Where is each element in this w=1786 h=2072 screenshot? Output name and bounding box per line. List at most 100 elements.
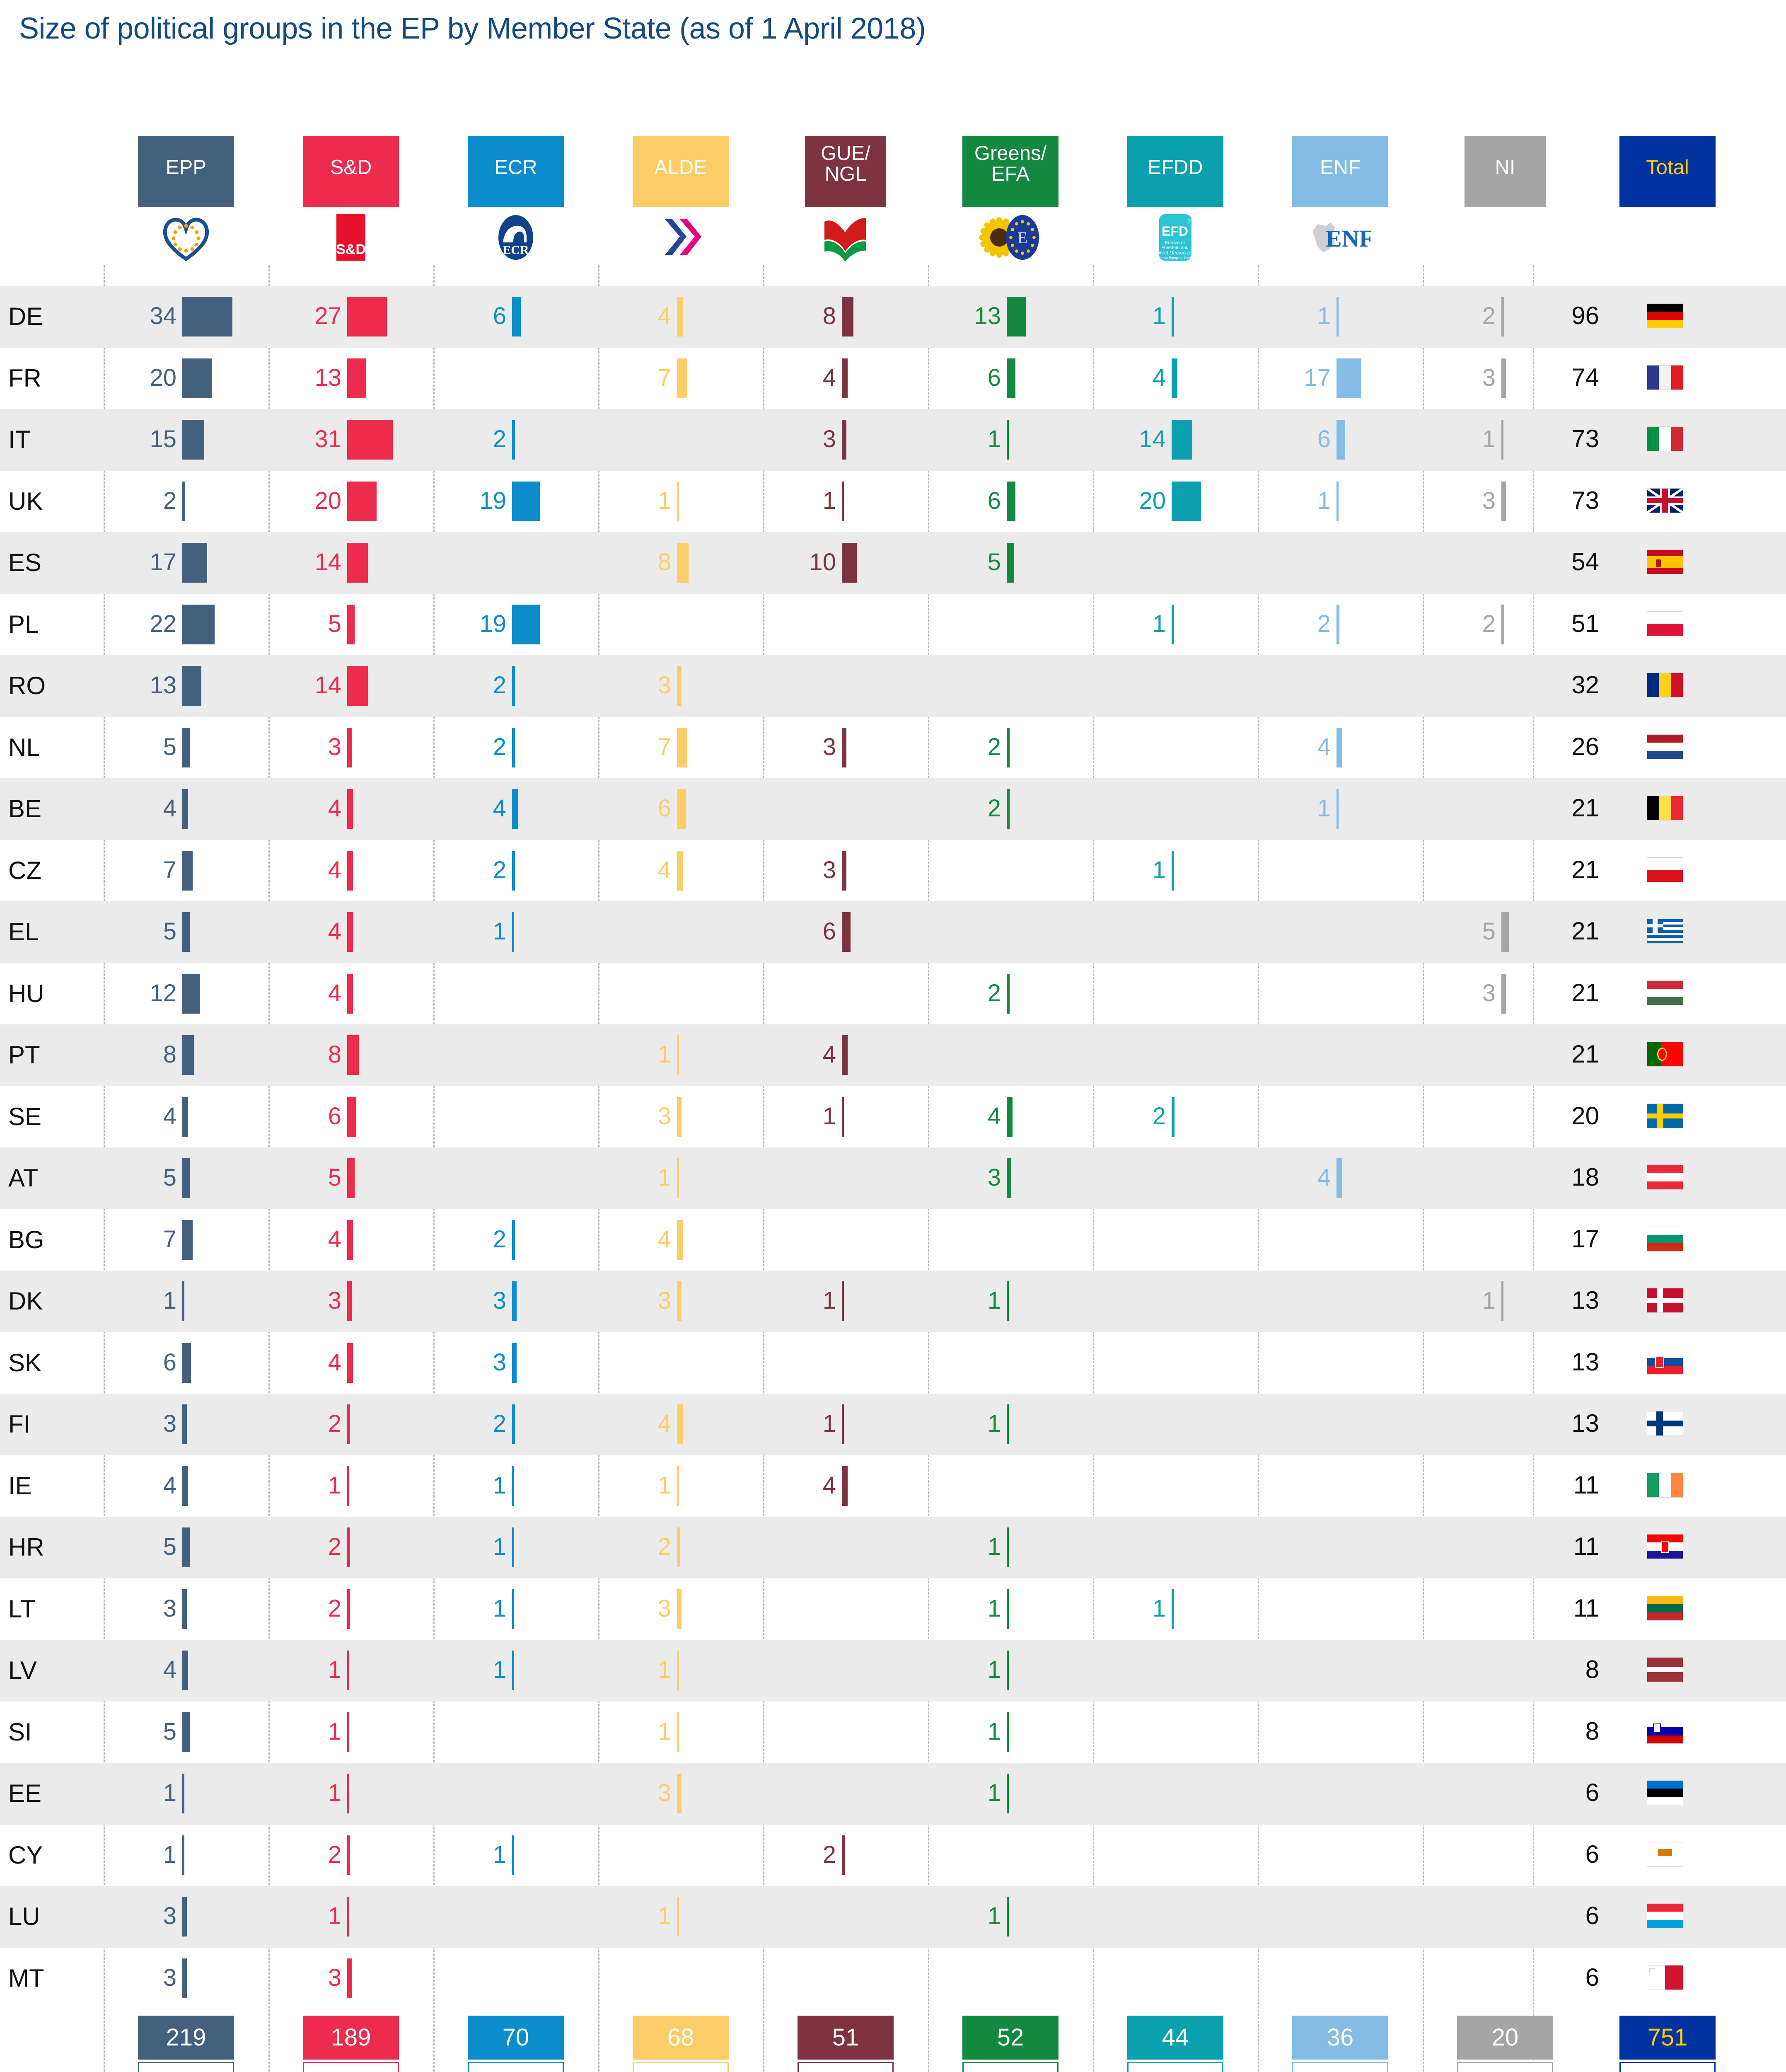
country-code-lu: LU [8, 1903, 40, 1931]
flag-ie [1647, 1472, 1683, 1498]
seat-bar-si-sd [347, 1712, 349, 1752]
seat-count-nl-sd: 3 [328, 733, 341, 760]
seat-bar-nl-greens [1007, 727, 1010, 767]
flag-es [1647, 549, 1683, 575]
row-total-bg: 17 [1571, 1225, 1599, 1253]
seat-count-el-epp: 5 [163, 918, 176, 945]
flag-cz [1647, 857, 1683, 882]
sd-logo: S&D [268, 211, 433, 264]
seat-bar-cy-sd [347, 1835, 350, 1875]
row-total-dk: 13 [1571, 1286, 1599, 1314]
seat-bar-dk-sd [347, 1281, 352, 1322]
svg-text:E: E [1017, 228, 1027, 247]
flag-si [1647, 1719, 1683, 1744]
seat-bar-fi-ecr [512, 1404, 515, 1445]
svg-text:Direct Democracy: Direct Democracy [1155, 250, 1195, 256]
row-total-lv: 8 [1585, 1656, 1599, 1684]
seat-count-fi-sd: 2 [328, 1410, 341, 1438]
seat-count-cy-epp: 1 [163, 1841, 176, 1868]
seat-count-ro-ecr: 2 [493, 672, 506, 699]
row-band [0, 1763, 1786, 1825]
seat-bar-lv-epp [182, 1651, 189, 1691]
seat-bar-cz-guengl [842, 850, 846, 891]
seat-bar-se-epp [182, 1097, 189, 1137]
group-total-epp: 219 [138, 2016, 234, 2060]
seat-bar-uk-alde [677, 481, 679, 521]
group-total-enf: 36 [1292, 2016, 1388, 2060]
seat-bar-cz-alde [677, 850, 683, 891]
seat-count-dk-ni: 1 [1482, 1287, 1496, 1314]
row-band [0, 655, 1786, 717]
seat-bar-fr-guengl [842, 358, 848, 398]
seat-bar-lt-ecr [512, 1589, 514, 1629]
seat-bar-dk-ecr [512, 1281, 517, 1322]
flag-el [1647, 919, 1683, 944]
seat-count-de-ecr: 6 [493, 303, 506, 330]
seat-count-pt-sd: 8 [328, 1041, 341, 1068]
seat-bar-fr-ni [1501, 358, 1506, 398]
seat-count-si-greens: 1 [987, 1718, 1001, 1745]
seat-count-ie-sd: 1 [328, 1472, 341, 1499]
seat-bar-at-greens [1007, 1158, 1011, 1198]
group-legend-enf: ENF [1292, 2062, 1388, 2072]
country-code-hr: HR [8, 1533, 44, 1561]
seat-bar-lv-sd [347, 1651, 349, 1691]
seat-count-it-epp: 15 [150, 426, 176, 453]
seat-count-nl-epp: 5 [163, 733, 176, 760]
seat-count-fr-epp: 20 [150, 364, 176, 391]
row-total-ro: 32 [1571, 671, 1599, 699]
flag-cy [1647, 1842, 1683, 1867]
seat-count-ie-ecr: 1 [493, 1472, 506, 1499]
flag-bg [1647, 1226, 1683, 1251]
seat-bar-de-guengl [842, 297, 854, 337]
seat-count-pl-efdd: 1 [1152, 610, 1166, 637]
seat-bar-nl-alde [677, 727, 687, 767]
column-header-enf: ENF [1292, 136, 1388, 207]
column-header-alde: ALDE [633, 136, 729, 207]
country-code-be: BE [8, 795, 42, 823]
seat-bar-be-enf [1336, 789, 1339, 829]
seat-count-lu-sd: 1 [328, 1903, 341, 1930]
row-total-el: 21 [1571, 917, 1599, 945]
seat-bar-mt-epp [182, 1958, 187, 1998]
seat-bar-hr-ecr [512, 1527, 514, 1568]
seat-bar-fr-sd [347, 358, 367, 398]
seat-count-uk-guengl: 1 [822, 487, 836, 514]
seat-bar-bg-sd [347, 1220, 353, 1260]
seat-bar-fr-efdd [1172, 358, 1178, 398]
seat-count-cz-sd: 4 [328, 856, 341, 884]
row-total-hr: 11 [1573, 1532, 1599, 1561]
seat-bar-el-ni [1501, 912, 1509, 952]
group-legend-sd: S&D [303, 2062, 399, 2072]
seat-count-uk-enf: 1 [1317, 487, 1331, 514]
seat-count-dk-guengl: 1 [822, 1287, 836, 1314]
svg-text:Europe of: Europe of [1165, 240, 1185, 245]
country-code-se: SE [8, 1102, 42, 1130]
column-header-greens: Greens/EFA [962, 136, 1059, 207]
seat-bar-lv-alde [677, 1651, 679, 1691]
seat-bar-sk-sd [347, 1343, 353, 1383]
seat-bar-nl-ecr [512, 727, 515, 767]
row-total-ee: 6 [1585, 1779, 1599, 1807]
column-header-epp: EPP [138, 136, 234, 207]
row-total-uk: 73 [1571, 486, 1599, 514]
seat-count-cz-guengl: 3 [822, 856, 836, 884]
seat-bar-dk-epp [182, 1281, 184, 1322]
seat-bar-fr-greens [1007, 358, 1016, 398]
seat-count-es-epp: 17 [150, 549, 176, 576]
flag-lt [1647, 1595, 1683, 1621]
seat-count-lt-ecr: 1 [493, 1595, 506, 1622]
seat-count-uk-efdd: 20 [1139, 487, 1166, 514]
seat-bar-ie-ecr [512, 1466, 514, 1506]
seat-bar-nl-enf [1336, 727, 1343, 767]
seat-count-hu-ni: 3 [1482, 979, 1496, 1007]
seat-count-de-efdd: 1 [1152, 303, 1166, 330]
seat-count-si-sd: 1 [328, 1718, 341, 1745]
row-total-fr: 74 [1571, 363, 1599, 391]
row-total-fi: 13 [1571, 1409, 1599, 1438]
seat-count-si-epp: 5 [163, 1718, 176, 1745]
seat-bar-be-epp [182, 789, 189, 829]
seat-count-ie-epp: 4 [163, 1472, 176, 1499]
seat-count-it-enf: 6 [1317, 426, 1331, 453]
column-header-ecr: ECR [468, 136, 564, 207]
